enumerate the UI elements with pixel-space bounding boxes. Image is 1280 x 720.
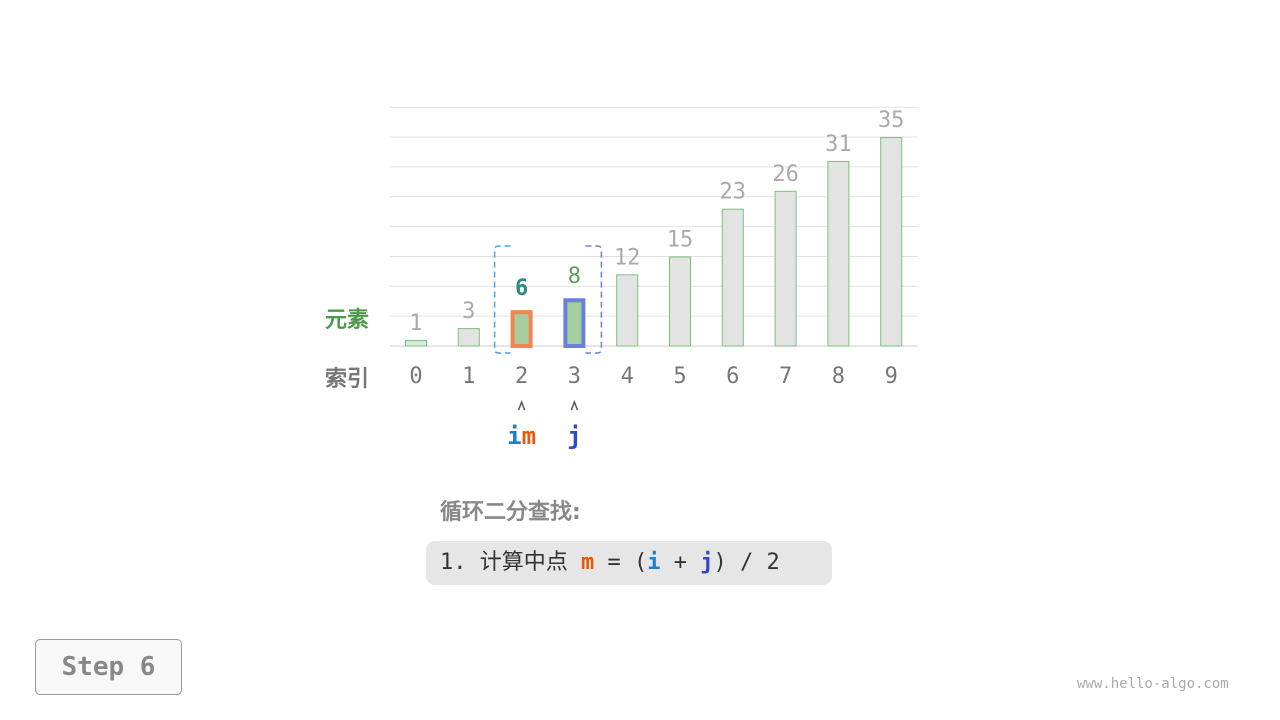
bar-value-label: 3	[462, 299, 475, 324]
bar-value-label: 6	[515, 276, 528, 301]
index-tick-label: 7	[779, 364, 792, 389]
bar-value-label: 15	[667, 227, 694, 252]
bar	[827, 160, 850, 347]
formula-eq: = (	[594, 550, 648, 575]
pointer-label: j	[567, 422, 581, 450]
formula-plus: +	[660, 550, 701, 575]
index-tick-label: 1	[462, 364, 475, 389]
formula-suffix: ) / 2	[713, 550, 780, 575]
bar	[616, 274, 639, 347]
pointer-label: im	[507, 422, 536, 450]
bar-value-label: 23	[720, 180, 747, 205]
bar	[563, 298, 586, 348]
search-range-right-bracket	[585, 245, 603, 354]
index-tick-label: 3	[568, 364, 581, 389]
index-tick-label: 5	[673, 364, 686, 389]
pointer-j: j	[567, 422, 581, 450]
index-tick-label: 2	[515, 364, 528, 389]
bar-value-label: 1	[409, 311, 422, 336]
index-tick-label: 9	[885, 364, 898, 389]
formula-i: i	[647, 550, 661, 575]
bar-value-label: 31	[825, 132, 852, 157]
bar-value-label: 26	[772, 162, 799, 187]
pointer-i: i	[507, 422, 521, 450]
bar	[880, 137, 903, 347]
step-button[interactable]: Step 6	[35, 639, 182, 695]
elements-row-label: 元素	[325, 308, 370, 333]
bar-value-label: 35	[878, 108, 905, 133]
index-tick-label: 6	[726, 364, 739, 389]
index-tick-label: 8	[832, 364, 845, 389]
pointer-arrow-icon	[570, 399, 579, 411]
bar-value-label: 8	[568, 264, 581, 289]
bar	[721, 208, 744, 347]
bar	[774, 190, 797, 347]
bar	[457, 328, 480, 347]
index-tick-label: 0	[409, 364, 422, 389]
bar	[669, 256, 691, 347]
bar-value-label: 12	[614, 245, 641, 270]
formula-prefix: 1. 计算中点	[440, 550, 581, 575]
algorithm-title: 循环二分查找:	[440, 500, 581, 525]
formula-m: m	[580, 550, 595, 575]
bar	[405, 340, 427, 347]
index-row-label: 索引	[325, 367, 370, 392]
formula-j: j	[700, 550, 714, 575]
search-range-left-bracket	[493, 245, 511, 354]
pointer-m: m	[522, 422, 536, 450]
index-tick-label: 4	[621, 364, 634, 389]
formula-step: 1. 计算中点 m = (i + j) / 2	[426, 541, 832, 585]
pointer-arrow-icon	[517, 399, 526, 411]
watermark: www.hello-algo.com	[1077, 676, 1229, 692]
bar	[510, 310, 533, 348]
